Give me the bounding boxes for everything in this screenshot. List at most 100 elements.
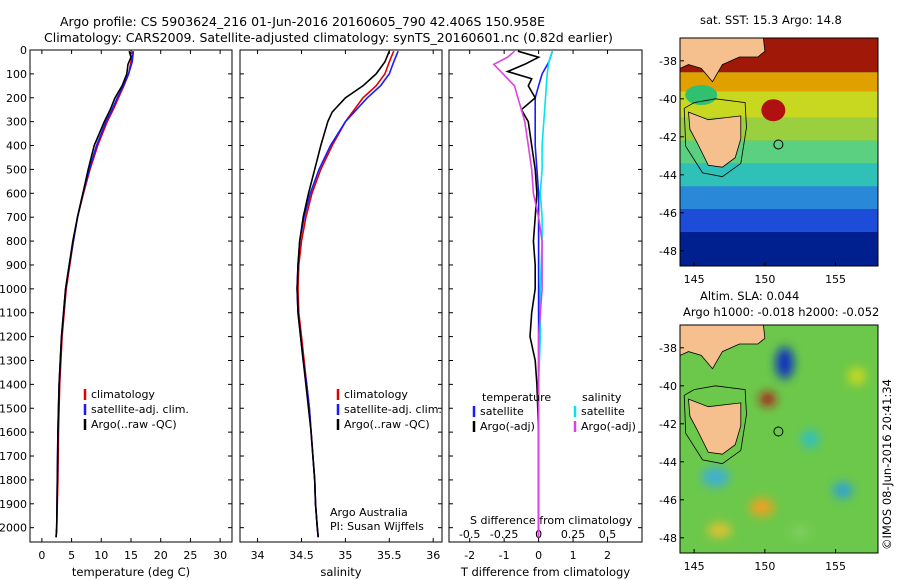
series-line — [505, 50, 541, 538]
shelf-contour — [683, 98, 747, 178]
y-tick-label: 1200 — [0, 331, 27, 344]
x-top-tick-label: 0.5 — [599, 528, 617, 541]
x-tick-label: 34.5 — [289, 549, 314, 562]
y-tick-label: 1400 — [0, 378, 27, 391]
land-tasmania — [688, 111, 742, 168]
series-line — [492, 50, 543, 538]
x-tick-label: 36 — [426, 549, 440, 562]
y-tick-label: 1100 — [0, 307, 27, 320]
map-y-tick-label: -40 — [659, 380, 677, 393]
x-axis-label: salinity — [320, 565, 361, 579]
y-tick-label: 500 — [6, 163, 27, 176]
sla-blob — [775, 347, 794, 379]
sla-blob — [701, 467, 730, 487]
map-y-tick-label: -38 — [659, 55, 677, 68]
x-top-tick-label: 0.25 — [561, 528, 586, 541]
y-tick-label: 900 — [6, 259, 27, 272]
x-axis-label: T difference from climatology — [460, 565, 631, 579]
y-tick-label: 1600 — [0, 426, 27, 439]
legend-label: Argo(-adj) — [480, 420, 535, 433]
map-x-tick-label: 145 — [684, 273, 705, 286]
legend-label: Argo(..raw -QC) — [91, 418, 177, 431]
y-tick-label: 1800 — [0, 474, 27, 487]
series-line — [296, 50, 399, 538]
map-y-tick-label: -40 — [659, 93, 677, 106]
map-x-tick-label: 150 — [754, 560, 775, 573]
map-y-tick-label: -48 — [659, 532, 677, 545]
legend-title: temperature — [482, 391, 551, 404]
panel-frame — [239, 49, 443, 543]
series-line — [55, 51, 135, 538]
map-x-tick-label: 150 — [754, 273, 775, 286]
header-line2: Climatology: CARS2009. Satellite-adjuste… — [44, 30, 613, 45]
warm-eddy — [761, 99, 786, 122]
legend-title: salinity — [582, 391, 622, 404]
map-y-tick-label: -44 — [659, 456, 677, 469]
series-line — [296, 50, 391, 538]
sst-band — [680, 163, 878, 187]
legend-label: satellite-adj. clim. — [91, 403, 189, 416]
map-y-tick-label: -42 — [659, 131, 677, 144]
series-line — [537, 50, 554, 538]
legend-label: climatology — [91, 388, 155, 401]
float-marker — [773, 426, 784, 437]
cool-patch — [685, 85, 718, 105]
land-tasmania — [688, 398, 742, 455]
series-line — [55, 51, 134, 538]
x-top-tick-label: -0.25 — [490, 528, 518, 541]
map-y-tick-label: -38 — [659, 342, 677, 355]
sla-map-title-1: Altim. SLA: 0.044 — [700, 289, 799, 303]
x-tick-label: 15 — [124, 549, 138, 562]
x-tick-label: 2 — [604, 549, 611, 562]
x-tick-label: 20 — [154, 549, 168, 562]
map-x-tick-label: 155 — [825, 273, 846, 286]
y-tick-label: 1700 — [0, 450, 27, 463]
sst-map-title: sat. SST: 15.3 Argo: 14.8 — [700, 13, 842, 27]
sst-band — [680, 186, 878, 209]
map-sst_map: 145 150 155 -38 -40 -42 -44 -46 -48 — [659, 37, 879, 286]
y-tick-label: 1900 — [0, 498, 27, 511]
y-tick-label: 800 — [6, 235, 27, 248]
y-tick-label: 300 — [6, 116, 27, 129]
series-line — [297, 50, 395, 538]
panel-temperature: 0 5 10 15 20 25 30 temperature (deg C) 0 100 200 30… — [0, 44, 233, 579]
sla-blob — [801, 430, 820, 448]
y-tick-label: 100 — [6, 68, 27, 81]
float-marker — [773, 139, 784, 150]
x-axis-label: temperature (deg C) — [72, 565, 190, 579]
y-tick-label: 600 — [6, 187, 27, 200]
sla-blob — [707, 523, 732, 538]
land-mainland — [680, 38, 766, 83]
map-frame — [679, 324, 879, 554]
map-frame — [679, 37, 879, 267]
x-tick-label: 25 — [183, 549, 197, 562]
sst-band — [680, 209, 878, 232]
map-y-tick-label: -48 — [659, 245, 677, 258]
x-tick-label: 0 — [535, 549, 542, 562]
diff-xlabel-top: S difference from climatology — [470, 514, 633, 527]
map-y-tick-label: -46 — [659, 207, 677, 220]
series-line — [55, 50, 132, 538]
map-field — [680, 38, 878, 266]
sla-blob — [847, 367, 866, 386]
x-tick-label: 30 — [213, 549, 227, 562]
shelf-contour — [683, 385, 747, 465]
x-tick-label: 5 — [68, 549, 75, 562]
x-tick-label: -1 — [499, 549, 510, 562]
sal-annotation-1: Argo Australia — [330, 506, 408, 519]
map-y-tick-label: -42 — [659, 418, 677, 431]
legend-label: Argo(-adj) — [581, 420, 636, 433]
sla-blob — [759, 392, 776, 407]
sla-blobs — [701, 347, 866, 539]
footer-stamp: ©IMOS 08-Jun-2016 20:41:34 — [880, 379, 894, 550]
y-tick-label: 1000 — [0, 283, 27, 296]
sla-blob — [790, 526, 811, 539]
y-tick-label: 200 — [6, 92, 27, 105]
x-tick-label: -2 — [464, 549, 475, 562]
legend-label: satellite-adj. clim. — [344, 403, 442, 416]
sst-band — [680, 72, 878, 92]
map-sla_map: 145 150 155 -38 -40 -42 -44 -46 -48 — [659, 324, 879, 573]
y-tick-label: 400 — [6, 140, 27, 153]
x-tick-label: 35.5 — [377, 549, 402, 562]
